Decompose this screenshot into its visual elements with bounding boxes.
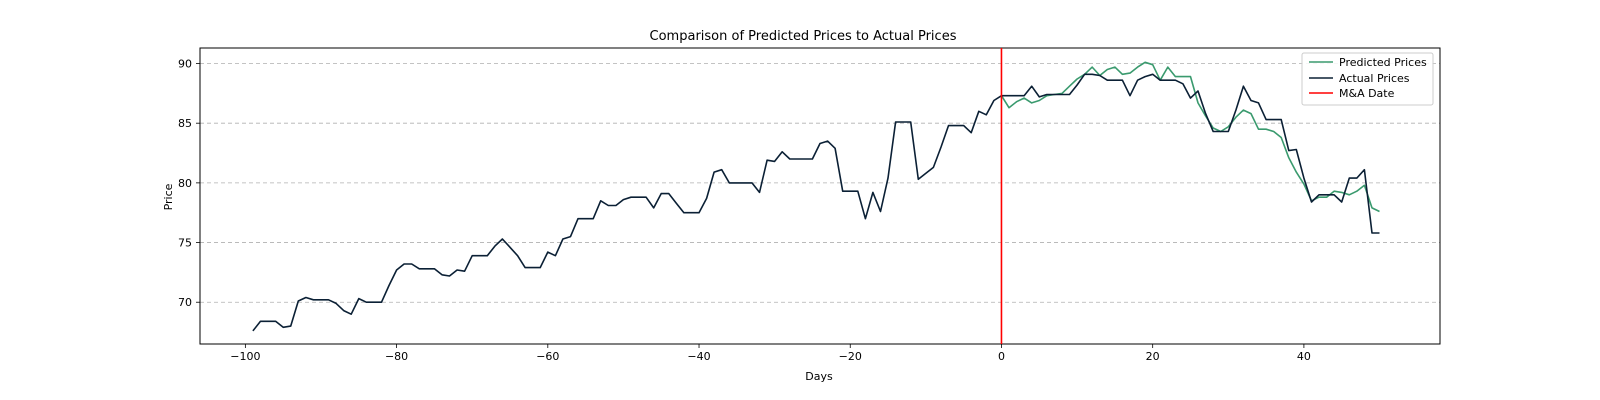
- actual-prices-line: [252, 73, 1380, 332]
- x-tick-label-0: 0: [998, 350, 1005, 363]
- series-lines: [252, 61, 1380, 332]
- x-tick-label-40: 40: [1297, 350, 1311, 363]
- legend-label-actual: Actual Prices: [1339, 72, 1410, 85]
- x-tick-label--40: −40: [687, 350, 710, 363]
- y-tick-label-90: 90: [178, 58, 192, 71]
- y-tick-label-85: 85: [178, 117, 192, 130]
- x-tick-label--60: −60: [536, 350, 559, 363]
- x-tick-label-20: 20: [1146, 350, 1160, 363]
- chart-title: Comparison of Predicted Prices to Actual…: [650, 29, 957, 44]
- y-tick-label-75: 75: [178, 237, 192, 250]
- legend: Predicted Prices Actual Prices M&A Date: [1301, 52, 1434, 106]
- plot-frame: [199, 47, 1441, 345]
- y-tick-label-80: 80: [178, 177, 192, 190]
- y-tick-label-70: 70: [178, 296, 192, 309]
- predicted-prices-line: [1000, 61, 1380, 213]
- x-tick-label--20: −20: [839, 350, 862, 363]
- x-axis-ticks: −100 −80 −60 −40 −20 0 20 40: [230, 344, 1311, 363]
- legend-label-predicted: Predicted Prices: [1339, 56, 1427, 69]
- x-tick-label--100: −100: [230, 350, 260, 363]
- legend-label-ma-date: M&A Date: [1339, 87, 1395, 100]
- y-axis-ticks: 70 75 80 85 90: [178, 58, 200, 309]
- x-tick-label--80: −80: [385, 350, 408, 363]
- x-axis-label: Days: [805, 370, 833, 383]
- grid-lines: [200, 63, 1440, 303]
- legend-box: [1301, 52, 1434, 106]
- y-axis-label: Price: [162, 183, 175, 210]
